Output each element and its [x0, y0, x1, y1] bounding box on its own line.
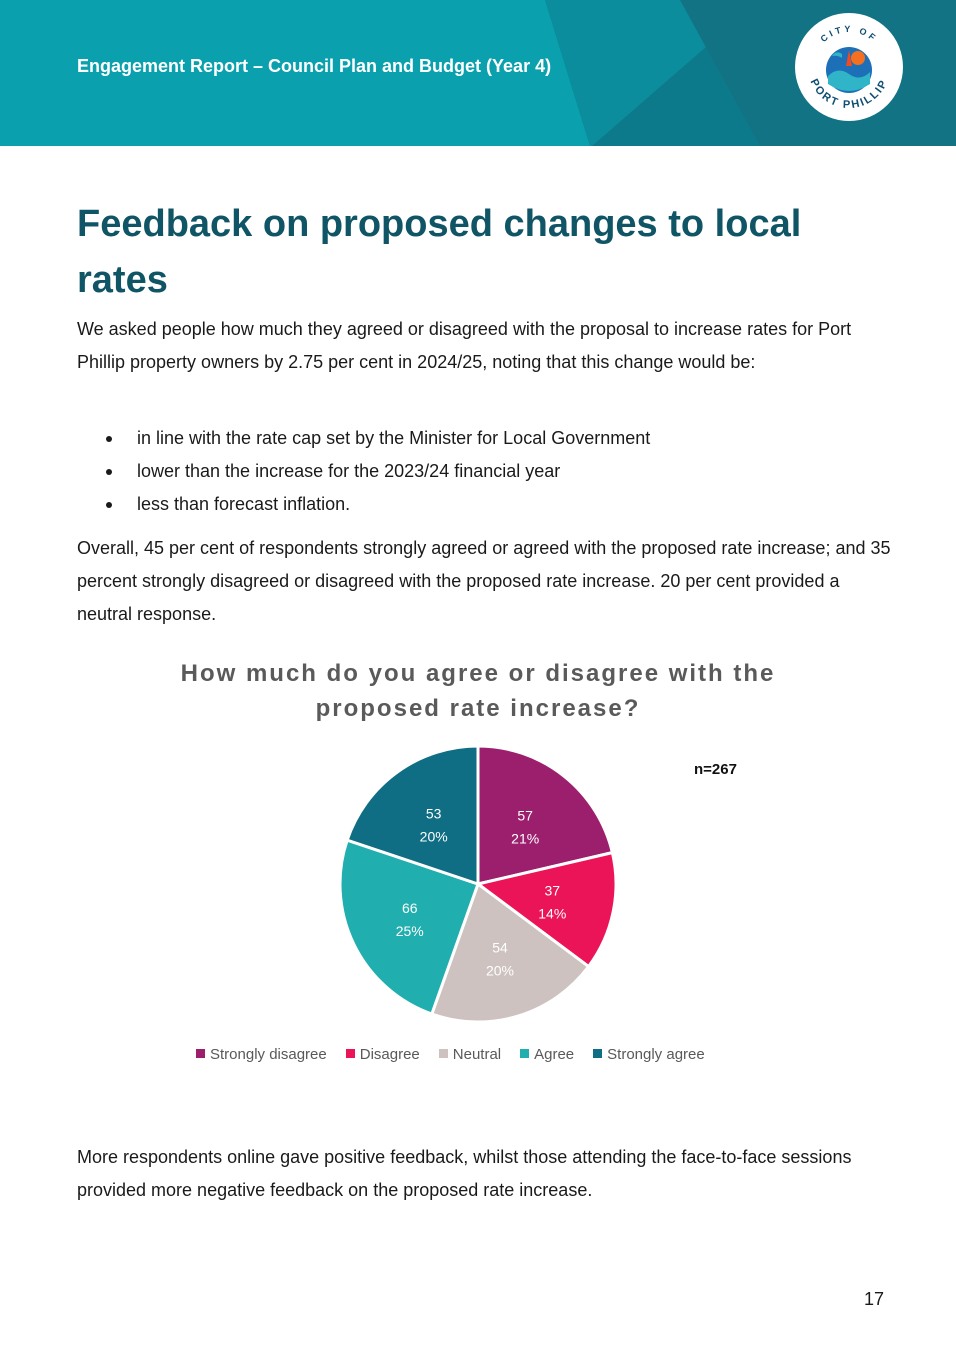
legend-swatch — [196, 1049, 205, 1058]
pie-slice-strongly-agree — [345, 744, 480, 887]
bullet-item: in line with the rate cap set by the Min… — [77, 422, 897, 455]
pie-slice-strongly-disagree — [476, 744, 615, 886]
bullet-icon — [106, 502, 112, 508]
legend-swatch — [345, 1049, 355, 1058]
legend-swatch — [520, 1049, 530, 1058]
summary-paragraph: Overall, 45 per cent of respondents stro… — [77, 538, 891, 624]
bullet-item: less than forecast inflation. — [77, 488, 897, 521]
pie-percent-label-neutral: 20% — [486, 963, 514, 979]
pie-value-label-strongly-disagree: 57 — [517, 808, 533, 824]
legend-item-strongly-disagree: Strongly disagree — [196, 1046, 327, 1063]
pie-percent-label-disagree: 14% — [538, 906, 566, 922]
city-of-port-phillip-logo: CITY OF PORT PHILLIP — [795, 13, 903, 121]
pie-value-label-strongly-agree: 53 — [426, 805, 442, 821]
bullet-list: in line with the rate cap set by the Min… — [77, 422, 897, 521]
chart-title: How much do you agree or disagree with t… — [180, 660, 776, 722]
bullet-icon — [106, 469, 112, 475]
legend-swatch — [593, 1049, 603, 1058]
report-header: Engagement Report – Council Plan and Bud… — [0, 0, 956, 146]
bullet-item: lower than the increase for the 2023/24 … — [77, 455, 897, 488]
closing-paragraph: More respondents online gave positive fe… — [77, 1147, 852, 1200]
pie-value-label-disagree: 37 — [545, 883, 561, 899]
legend-item-disagree: Disagree — [345, 1046, 420, 1063]
report-title: Engagement Report – Council Plan and Bud… — [77, 56, 552, 76]
bullet-icon — [106, 436, 112, 442]
page-title: Feedback on proposed changes to local ra… — [77, 203, 802, 301]
pie-percent-label-agree: 25% — [396, 923, 424, 939]
legend-label: Neutral — [452, 1046, 502, 1063]
legend-label: Agree — [534, 1046, 575, 1063]
pie-slice-disagree — [474, 850, 618, 969]
sample-size-label: n=267 — [694, 761, 737, 778]
bullet-text: lower than the increase for the 2023/24 … — [137, 461, 561, 481]
legend-label: Disagree — [359, 1046, 420, 1063]
bullet-text: in line with the rate cap set by the Min… — [137, 428, 651, 448]
legend-item-agree: Agree — [520, 1046, 574, 1063]
legend-swatch — [438, 1049, 448, 1058]
chart-legend: Strongly disagree Disagree Neutral Agree Str… — [196, 1046, 724, 1063]
pie-percent-label-strongly-disagree: 21% — [511, 831, 539, 847]
pie-percent-label-strongly-agree: 20% — [420, 828, 448, 844]
pie-slice-neutral — [429, 881, 591, 1024]
pie-value-label-agree: 66 — [402, 900, 418, 916]
pie-slice-agree — [338, 838, 480, 1016]
legend-label: Strongly disagree — [210, 1046, 327, 1063]
legend-label: Strongly agree — [607, 1046, 705, 1063]
legend-item-strongly-agree: Strongly agree — [593, 1046, 705, 1063]
bullet-text: less than forecast inflation. — [137, 494, 351, 514]
page-number: 17 — [864, 1289, 885, 1309]
pie-value-label-neutral: 54 — [492, 940, 508, 956]
intro-paragraph: We asked people how much they agreed or … — [77, 319, 852, 372]
legend-item-neutral: Neutral — [438, 1046, 502, 1063]
